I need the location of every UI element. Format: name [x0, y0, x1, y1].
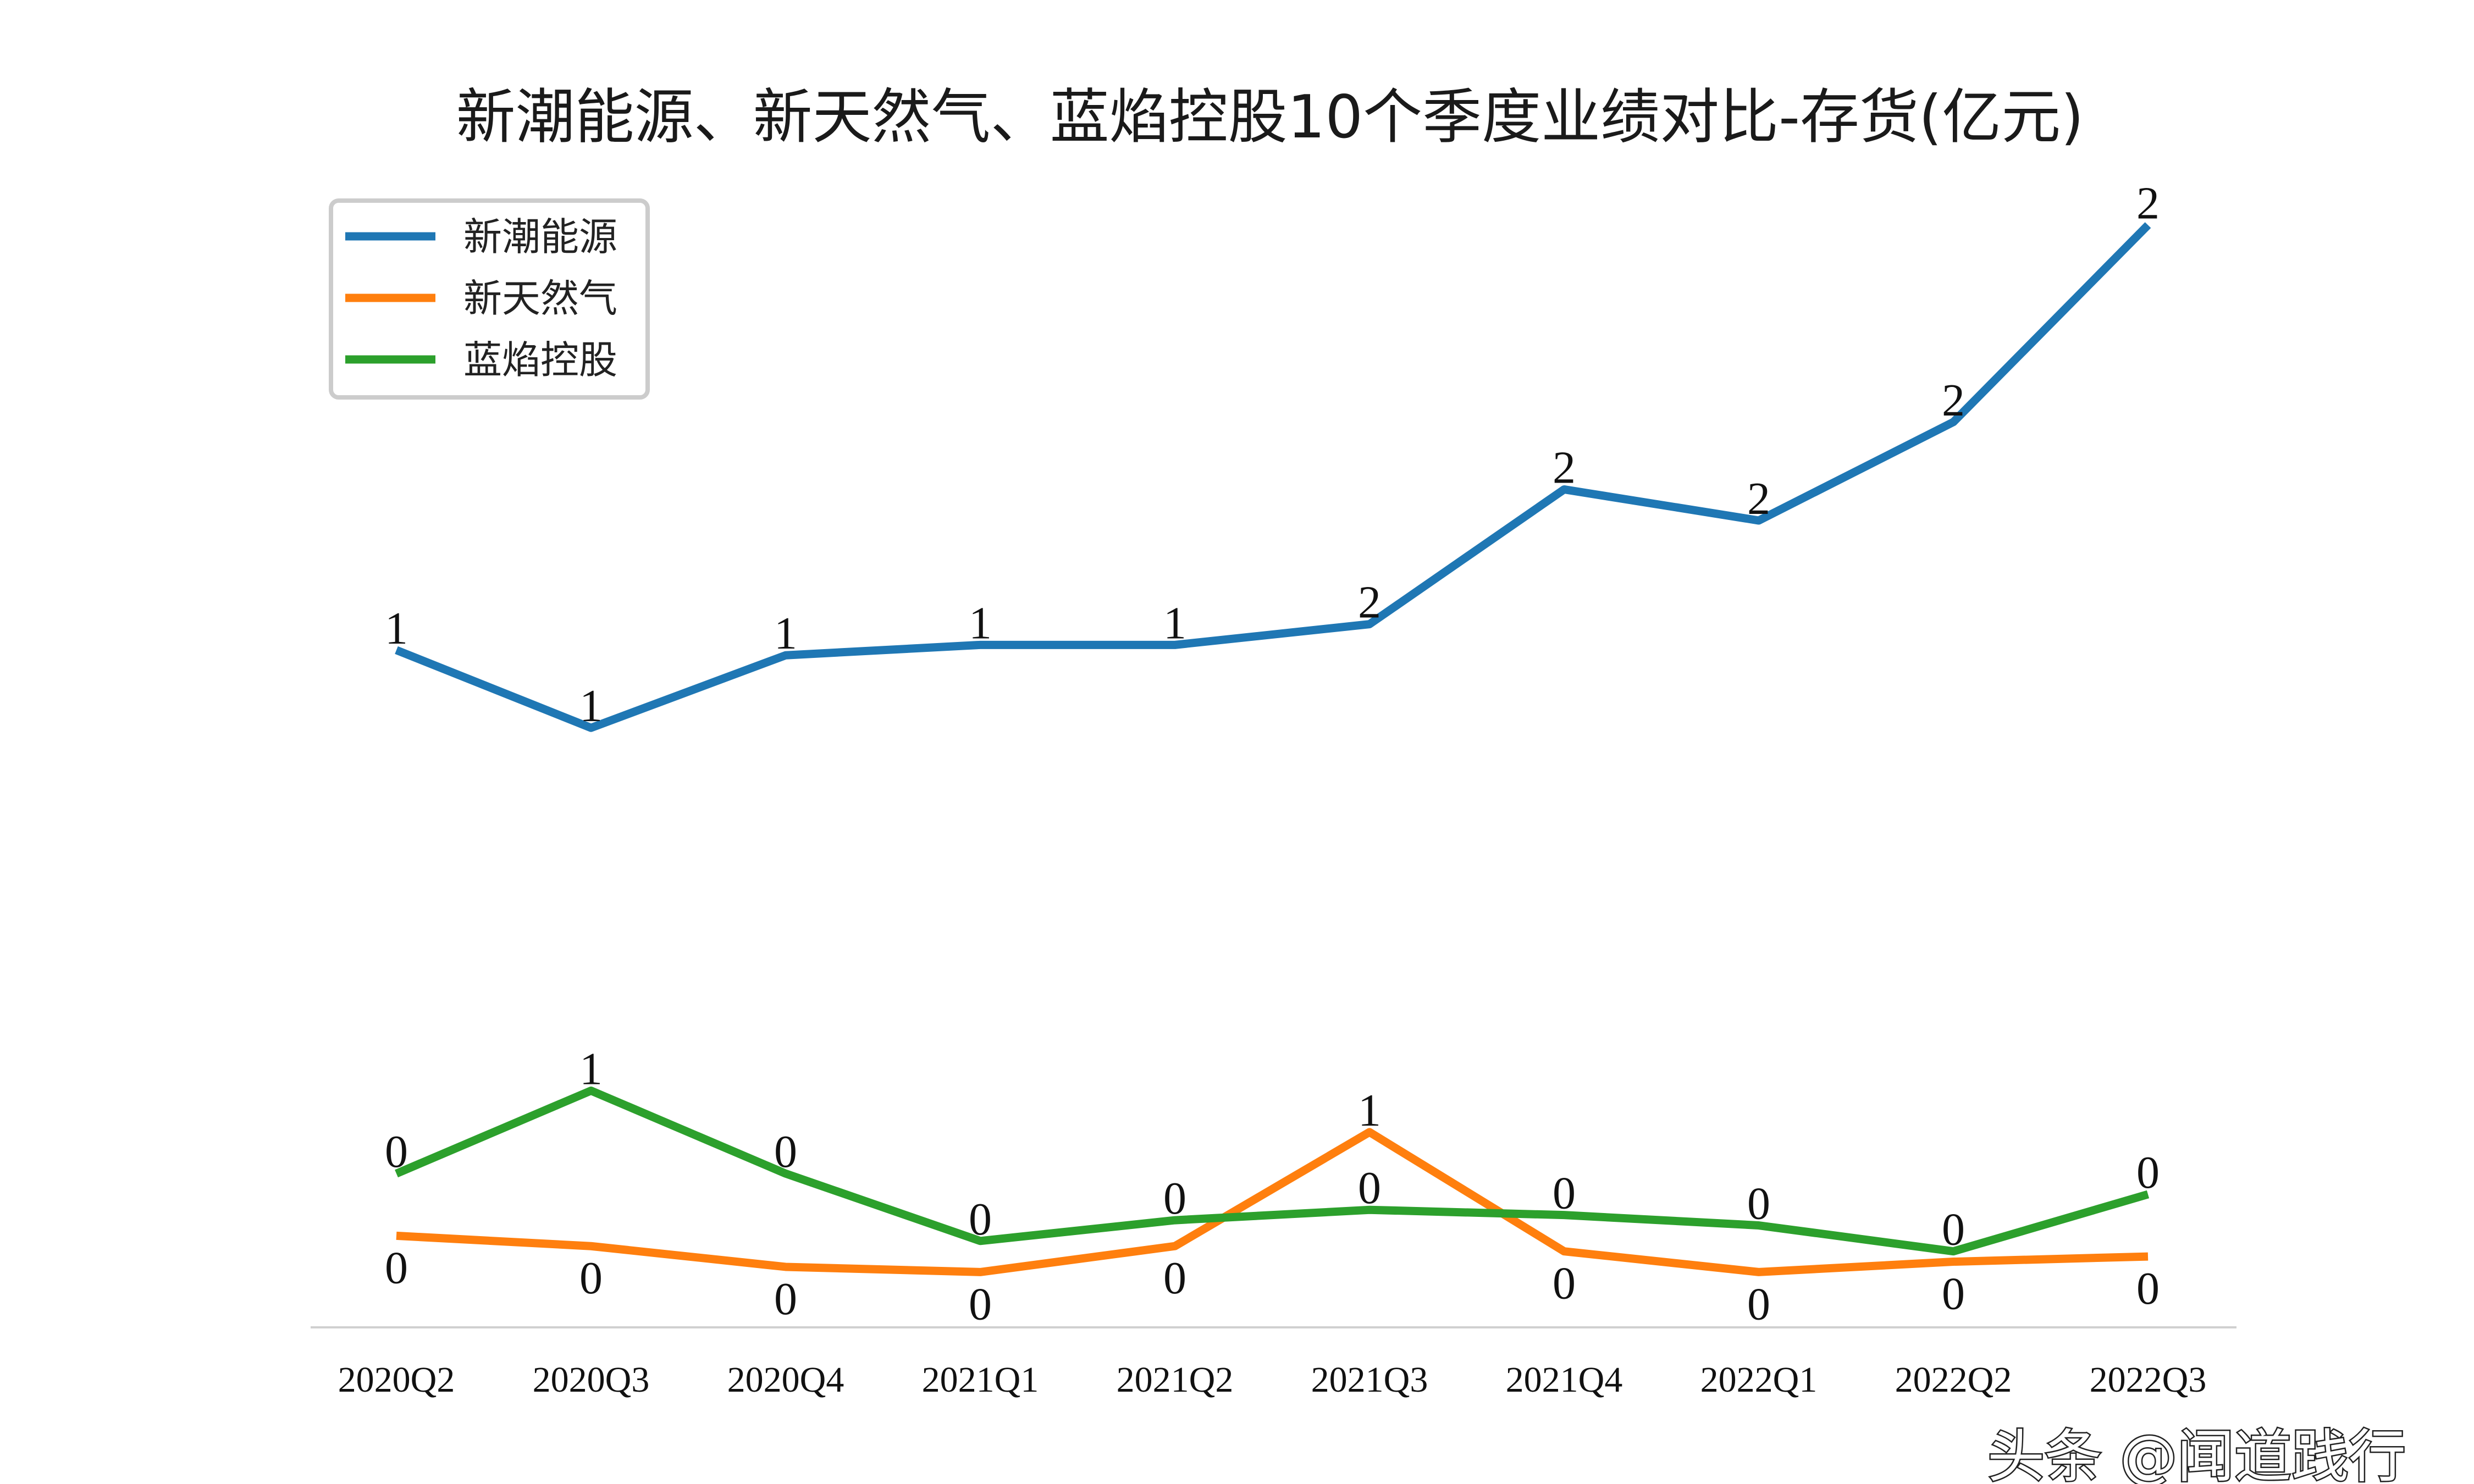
data-label: 0 [2136, 1147, 2160, 1198]
data-label: 1 [969, 597, 992, 649]
data-label: 0 [969, 1278, 992, 1330]
data-label: 0 [1747, 1278, 1770, 1330]
x-tick-label: 2020Q3 [533, 1360, 650, 1400]
x-tick-label: 2021Q1 [922, 1360, 1039, 1400]
data-label: 1 [579, 1043, 603, 1094]
data-label: 0 [1163, 1253, 1186, 1304]
data-label: 1 [385, 603, 408, 654]
data-label: 0 [1163, 1173, 1186, 1224]
x-tick-label: 2020Q4 [727, 1360, 844, 1400]
legend-label: 新天然气 [463, 276, 617, 321]
x-tick-label: 2022Q1 [1700, 1360, 1818, 1400]
series-line-1 [396, 1128, 2149, 1276]
data-label: 0 [1553, 1168, 1576, 1219]
data-label: 0 [1942, 1269, 1965, 1320]
series-line-2 [395, 1086, 2150, 1256]
data-label: 0 [1358, 1162, 1381, 1214]
x-tick-label: 2022Q3 [2090, 1360, 2207, 1400]
x-tick-label: 2021Q4 [1506, 1360, 1623, 1400]
data-label: 0 [969, 1194, 992, 1245]
x-tick-label: 2021Q2 [1117, 1360, 1234, 1400]
data-label: 0 [385, 1126, 408, 1177]
data-label: 0 [385, 1242, 408, 1293]
data-label: 2 [2136, 178, 2160, 229]
data-label: 0 [774, 1273, 797, 1325]
x-tick-label: 2021Q3 [1311, 1360, 1428, 1400]
data-labels: 1 1 1 1 1 2 2 2 2 2 0 0 0 0 0 1 0 0 0 0 0 1 0 0 0 0 0 0 0 0 [385, 178, 2160, 1330]
data-label: 1 [774, 608, 797, 659]
series-line-0 [395, 222, 2151, 732]
legend-box [329, 198, 650, 400]
x-tick-label: 2020Q2 [338, 1360, 455, 1400]
data-label: 2 [1942, 375, 1965, 426]
x-tick-label: 2022Q2 [1895, 1360, 2012, 1400]
data-label: 0 [1747, 1178, 1770, 1230]
legend-label: 蓝焰控股 [463, 337, 617, 383]
data-label: 1 [579, 680, 603, 732]
x-tick-labels: 2020Q2 2020Q3 2020Q4 2021Q1 2021Q2 2021Q3 2021… [338, 1360, 2207, 1400]
data-label: 0 [1553, 1258, 1576, 1309]
data-label: 2 [1553, 442, 1576, 493]
data-label: 2 [1358, 577, 1381, 628]
data-label: 1 [1163, 597, 1186, 649]
chart-title: 新潮能源、新天然气、蓝焰控股10个季度业绩对比-存货(亿元) [456, 83, 2084, 152]
data-label: 0 [579, 1253, 603, 1304]
legend-label: 新潮能源 [463, 214, 617, 259]
watermark: 头条 @闻道践行 [1987, 1423, 2406, 1484]
data-label: 1 [1358, 1085, 1381, 1136]
data-label: 0 [774, 1126, 797, 1177]
data-label: 0 [1942, 1204, 1965, 1255]
data-label: 2 [1747, 473, 1770, 524]
data-label: 0 [2136, 1263, 2160, 1314]
series-lines [395, 222, 2151, 1276]
